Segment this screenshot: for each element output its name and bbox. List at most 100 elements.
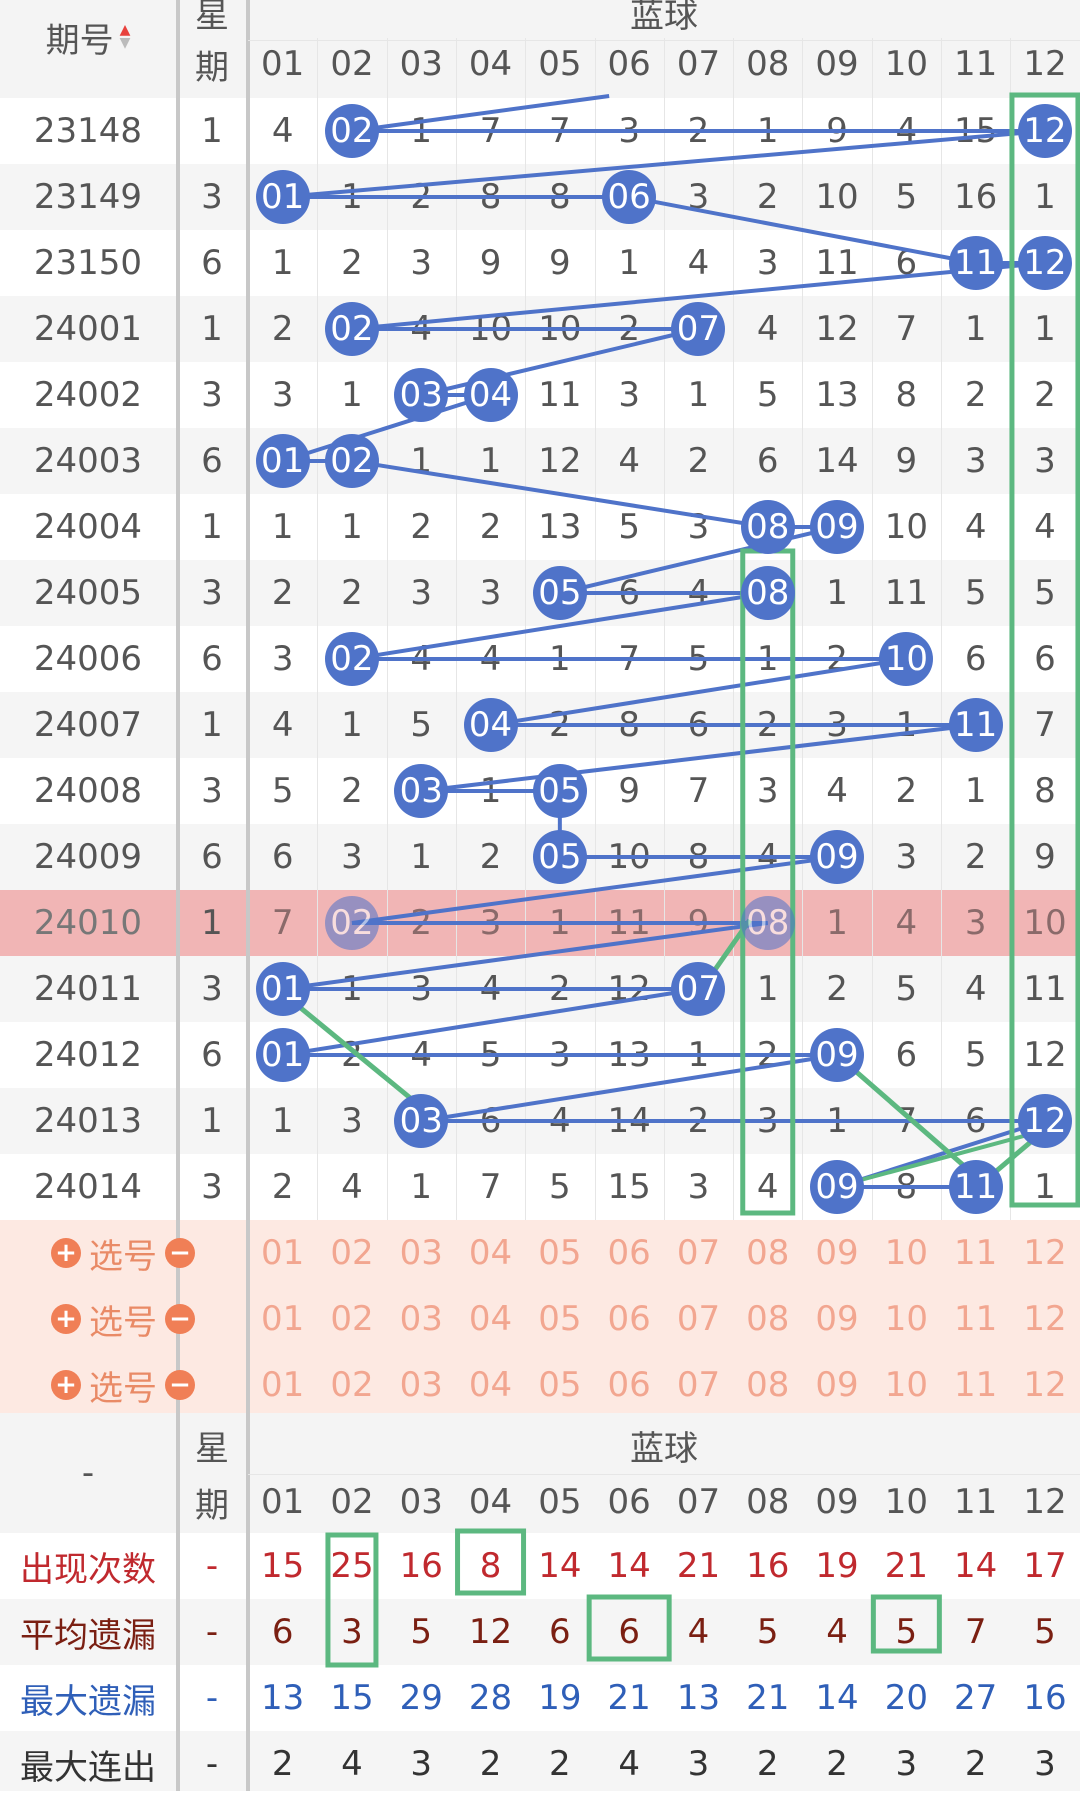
selectable-number[interactable]: 01 bbox=[261, 1365, 305, 1405]
issue-number[interactable]: 23150 bbox=[33, 243, 143, 283]
stats-header-background bbox=[0, 1413, 1080, 1533]
selectable-number[interactable]: 11 bbox=[954, 1233, 998, 1273]
stat-value: 25 bbox=[330, 1546, 374, 1586]
selectable-number[interactable]: 08 bbox=[746, 1233, 790, 1273]
stats-column-header: 03 bbox=[399, 1482, 443, 1522]
stats-column-header: 02 bbox=[330, 1482, 374, 1522]
column-header: 09 bbox=[815, 44, 859, 84]
miss-count: 14 bbox=[815, 441, 859, 481]
plus-icon[interactable]: + bbox=[51, 1304, 81, 1334]
trend-line bbox=[559, 525, 838, 595]
issue-number[interactable]: 24013 bbox=[33, 1101, 143, 1141]
selectable-number[interactable]: 09 bbox=[815, 1365, 859, 1405]
selectable-number[interactable]: 06 bbox=[607, 1299, 651, 1339]
selectable-number[interactable]: 03 bbox=[399, 1299, 443, 1339]
selectable-number[interactable]: 12 bbox=[1023, 1365, 1067, 1405]
selectable-number[interactable]: 07 bbox=[676, 1299, 721, 1339]
stat-value: 29 bbox=[399, 1678, 443, 1718]
miss-count: 4 bbox=[826, 771, 848, 811]
miss-count: 2 bbox=[826, 969, 848, 1009]
miss-count: 4 bbox=[271, 705, 294, 745]
selectable-number[interactable]: 11 bbox=[954, 1299, 998, 1339]
issue-number[interactable]: 24002 bbox=[33, 375, 143, 415]
selectable-number[interactable]: 10 bbox=[884, 1299, 928, 1339]
selectable-number[interactable]: 03 bbox=[399, 1233, 443, 1273]
selectable-number[interactable]: 01 bbox=[261, 1299, 305, 1339]
selectable-number[interactable]: 02 bbox=[330, 1299, 374, 1339]
issue-number[interactable]: 24005 bbox=[33, 573, 143, 613]
stats-column-header: 11 bbox=[954, 1482, 998, 1522]
column-header: 08 bbox=[746, 44, 790, 84]
issue-number[interactable]: 24012 bbox=[33, 1035, 143, 1075]
selectable-number[interactable]: 01 bbox=[261, 1233, 305, 1273]
issue-number[interactable]: 24010 bbox=[33, 903, 143, 943]
selectable-number[interactable]: 09 bbox=[815, 1299, 859, 1339]
stat-value: 13 bbox=[676, 1678, 721, 1718]
selectable-number[interactable]: 12 bbox=[1023, 1233, 1067, 1273]
stat-value: 2 bbox=[479, 1744, 502, 1784]
issue-number[interactable]: 24001 bbox=[33, 309, 143, 349]
issue-header[interactable]: 期号 ▲ ▼ bbox=[0, 0, 176, 74]
selectable-number[interactable]: 07 bbox=[676, 1233, 721, 1273]
stat-value: 4 bbox=[618, 1744, 640, 1784]
stats-week-bottom: 期 bbox=[195, 1485, 229, 1526]
selectable-number[interactable]: 06 bbox=[607, 1365, 651, 1405]
column-header: 11 bbox=[954, 44, 998, 84]
blue-ball: 09 bbox=[810, 500, 865, 554]
selectable-number[interactable]: 10 bbox=[884, 1365, 928, 1405]
plus-icon[interactable]: + bbox=[51, 1370, 81, 1400]
issue-number[interactable]: 24008 bbox=[33, 771, 143, 811]
stat-value: 20 bbox=[884, 1678, 928, 1718]
column-header: 02 bbox=[330, 44, 374, 84]
issue-number[interactable]: 24011 bbox=[33, 969, 143, 1009]
plus-icon[interactable]: + bbox=[51, 1238, 81, 1268]
issue-number[interactable]: 24004 bbox=[33, 507, 143, 547]
minus-icon[interactable]: − bbox=[165, 1304, 195, 1334]
selectable-number[interactable]: 08 bbox=[746, 1299, 790, 1339]
minus-icon[interactable]: − bbox=[165, 1370, 195, 1400]
selectable-number[interactable]: 04 bbox=[468, 1299, 513, 1339]
issue-number[interactable]: 24003 bbox=[33, 441, 143, 481]
miss-count: 5 bbox=[964, 1035, 987, 1075]
selectable-number[interactable]: 06 bbox=[607, 1233, 651, 1273]
selectable-number[interactable]: 12 bbox=[1023, 1299, 1067, 1339]
miss-count: 2 bbox=[271, 573, 294, 613]
selectable-number[interactable]: 07 bbox=[676, 1365, 721, 1405]
selectable-number[interactable]: 04 bbox=[468, 1233, 513, 1273]
stat-value: 14 bbox=[815, 1678, 859, 1718]
selectable-number[interactable]: 09 bbox=[815, 1233, 859, 1273]
selectable-number[interactable]: 05 bbox=[538, 1299, 582, 1339]
weekday: 1 bbox=[201, 309, 223, 349]
blue-ball: 03 bbox=[394, 764, 449, 818]
issue-number[interactable]: 23149 bbox=[33, 177, 143, 217]
issue-number[interactable]: 24006 bbox=[33, 639, 143, 679]
weekday: 6 bbox=[201, 441, 223, 481]
selectable-number[interactable]: 11 bbox=[954, 1365, 998, 1405]
selectable-number[interactable]: 04 bbox=[468, 1365, 513, 1405]
miss-count: 16 bbox=[954, 177, 998, 217]
weekday: 6 bbox=[201, 837, 223, 877]
miss-count: 5 bbox=[1034, 573, 1056, 613]
issue-number[interactable]: 23148 bbox=[33, 111, 143, 151]
stats-dash: - bbox=[81, 1453, 95, 1493]
stat-value: 21 bbox=[676, 1546, 721, 1586]
sort-up-down-icon[interactable]: ▲ ▼ bbox=[119, 22, 131, 51]
selectable-number[interactable]: 03 bbox=[399, 1365, 443, 1405]
selectable-number[interactable]: 02 bbox=[330, 1233, 374, 1273]
column-header: 06 bbox=[607, 44, 651, 84]
issue-number[interactable]: 24009 bbox=[33, 837, 143, 877]
issue-number[interactable]: 24014 bbox=[33, 1167, 143, 1207]
selector-row: + 选号 − bbox=[0, 1220, 246, 1286]
selectable-number[interactable]: 05 bbox=[538, 1233, 582, 1273]
selectable-number[interactable]: 08 bbox=[746, 1365, 790, 1405]
selectable-number[interactable]: 10 bbox=[884, 1233, 928, 1273]
stat-value: 6 bbox=[549, 1612, 571, 1652]
issue-number[interactable]: 24007 bbox=[33, 705, 143, 745]
minus-icon[interactable]: − bbox=[165, 1238, 195, 1268]
selectable-number[interactable]: 05 bbox=[538, 1365, 582, 1405]
miss-count: 9 bbox=[618, 771, 640, 811]
selector-row: + 选号 − bbox=[0, 1286, 246, 1352]
miss-count: 3 bbox=[618, 375, 640, 415]
selectable-number[interactable]: 02 bbox=[330, 1365, 374, 1405]
